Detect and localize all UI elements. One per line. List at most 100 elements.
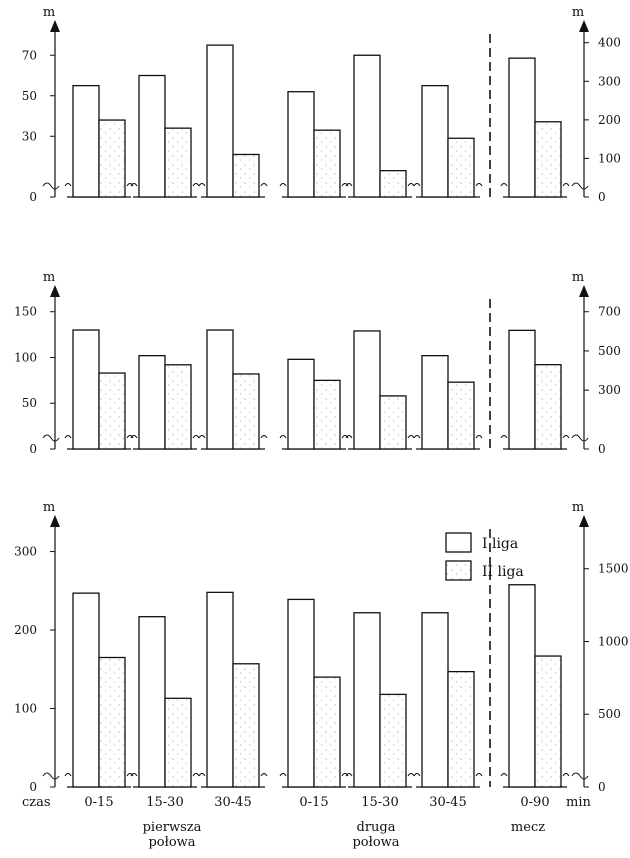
bar-break-mark xyxy=(345,773,353,777)
axis-break-mark xyxy=(42,182,60,190)
left-tick-label: 30 xyxy=(22,129,37,143)
bar-break-mark xyxy=(341,773,349,777)
left-tick-label: 0 xyxy=(29,780,37,794)
bar-liga1 xyxy=(287,358,315,450)
bar-break-mark xyxy=(64,435,72,439)
right-tick-label: 300 xyxy=(598,383,621,397)
left-axis-arrow-icon xyxy=(50,20,60,32)
left-unit-label: m xyxy=(43,500,55,515)
bar-liga2 xyxy=(98,656,126,788)
right-axis-arrow-icon xyxy=(579,20,589,32)
bar-liga2 xyxy=(313,129,341,198)
bar-break-mark xyxy=(64,773,72,777)
bar-liga2 xyxy=(447,381,475,450)
bar-break-mark xyxy=(260,183,268,187)
bar-break-mark xyxy=(198,183,206,187)
bar-liga2 xyxy=(447,670,475,788)
bar-liga1 xyxy=(206,44,234,198)
bar-liga1 xyxy=(421,355,449,450)
right-unit-label: m xyxy=(572,5,584,20)
bar-break-mark xyxy=(126,773,134,777)
right-tick-label: 700 xyxy=(598,305,621,319)
right-unit-label: m xyxy=(572,270,584,285)
right-tick-label: 0 xyxy=(598,442,606,456)
bar-liga1 xyxy=(353,54,381,198)
left-axis-arrow-icon xyxy=(50,515,60,527)
bar-break-mark xyxy=(279,773,287,777)
bar-break-mark xyxy=(345,183,353,187)
category-label: 15-30 xyxy=(361,795,398,810)
bar-liga2 xyxy=(379,170,407,198)
bar-break-mark xyxy=(192,435,200,439)
bar-break-mark xyxy=(192,773,200,777)
bar-liga2 xyxy=(534,655,562,788)
bar-liga1 xyxy=(72,84,100,198)
legend-swatch-liga2 xyxy=(445,560,472,581)
bar-break-mark xyxy=(500,773,508,777)
bar-liga2 xyxy=(447,137,475,198)
category-labels: 0-15 15-30 30-45 0-15 15-30 30-45 0-90 xyxy=(84,795,549,810)
legend-swatch-liga1 xyxy=(445,532,472,553)
axis-break-mark xyxy=(42,772,60,780)
left-tick-label: 50 xyxy=(22,89,37,103)
bar-break-mark xyxy=(345,435,353,439)
group-label-first-half-line1: pierwsza xyxy=(143,820,202,835)
bar-liga2 xyxy=(164,127,192,198)
bar-break-mark xyxy=(407,773,415,777)
bar-break-mark xyxy=(130,435,138,439)
category-label: 30-45 xyxy=(429,795,466,810)
bar-liga1 xyxy=(287,598,315,788)
left-unit-label: m xyxy=(43,270,55,285)
axis-break-mark xyxy=(571,434,589,442)
right-unit-label: m xyxy=(572,500,584,515)
bar-break-mark xyxy=(192,183,200,187)
bar-break-mark xyxy=(413,773,421,777)
bar-liga2 xyxy=(379,693,407,788)
bar-liga1 xyxy=(421,612,449,788)
x-axis-end-label: min xyxy=(566,795,591,810)
bar-break-mark xyxy=(279,435,287,439)
bar-liga2 xyxy=(379,395,407,450)
right-tick-label: 0 xyxy=(598,190,606,204)
bar-break-mark xyxy=(341,435,349,439)
axis-break-mark xyxy=(42,434,60,442)
right-tick-label: 100 xyxy=(598,151,621,165)
category-label: 0-15 xyxy=(299,795,328,810)
category-label: 30-45 xyxy=(214,795,251,810)
right-tick-label: 500 xyxy=(598,344,621,358)
bar-liga2 xyxy=(534,121,562,198)
bar-break-mark xyxy=(64,183,72,187)
left-tick-label: 0 xyxy=(29,190,37,204)
right-tick-label: 200 xyxy=(598,113,621,127)
bar-liga1 xyxy=(353,330,381,450)
bar-liga1 xyxy=(421,84,449,198)
bar-liga2 xyxy=(164,364,192,450)
bar-liga1 xyxy=(138,616,166,788)
bar-liga1 xyxy=(287,91,315,198)
left-tick-label: 100 xyxy=(14,702,37,716)
left-tick-label: 0 xyxy=(29,442,37,456)
bar-liga1 xyxy=(138,355,166,450)
legend-label-liga2: II liga xyxy=(482,564,524,580)
bar-liga2 xyxy=(98,372,126,450)
bar-liga2 xyxy=(232,153,260,198)
axis-break-mark xyxy=(571,772,589,780)
bar-liga1 xyxy=(206,591,234,788)
category-label: 0-15 xyxy=(84,795,113,810)
right-axis-arrow-icon xyxy=(579,515,589,527)
bar-break-mark xyxy=(126,435,134,439)
bar-break-mark xyxy=(341,183,349,187)
group-label-match: mecz xyxy=(511,820,545,835)
left-unit-label: m xyxy=(43,5,55,20)
legend-label-liga1: I liga xyxy=(482,536,518,552)
bar-liga2 xyxy=(313,676,341,788)
bar-liga1 xyxy=(508,57,536,198)
bar-liga1 xyxy=(72,592,100,788)
group-label-second-half-line1: druga xyxy=(357,820,396,835)
bar-liga2 xyxy=(313,379,341,450)
bar-break-mark xyxy=(475,773,483,777)
bar-break-mark xyxy=(413,435,421,439)
bar-break-mark xyxy=(413,183,421,187)
